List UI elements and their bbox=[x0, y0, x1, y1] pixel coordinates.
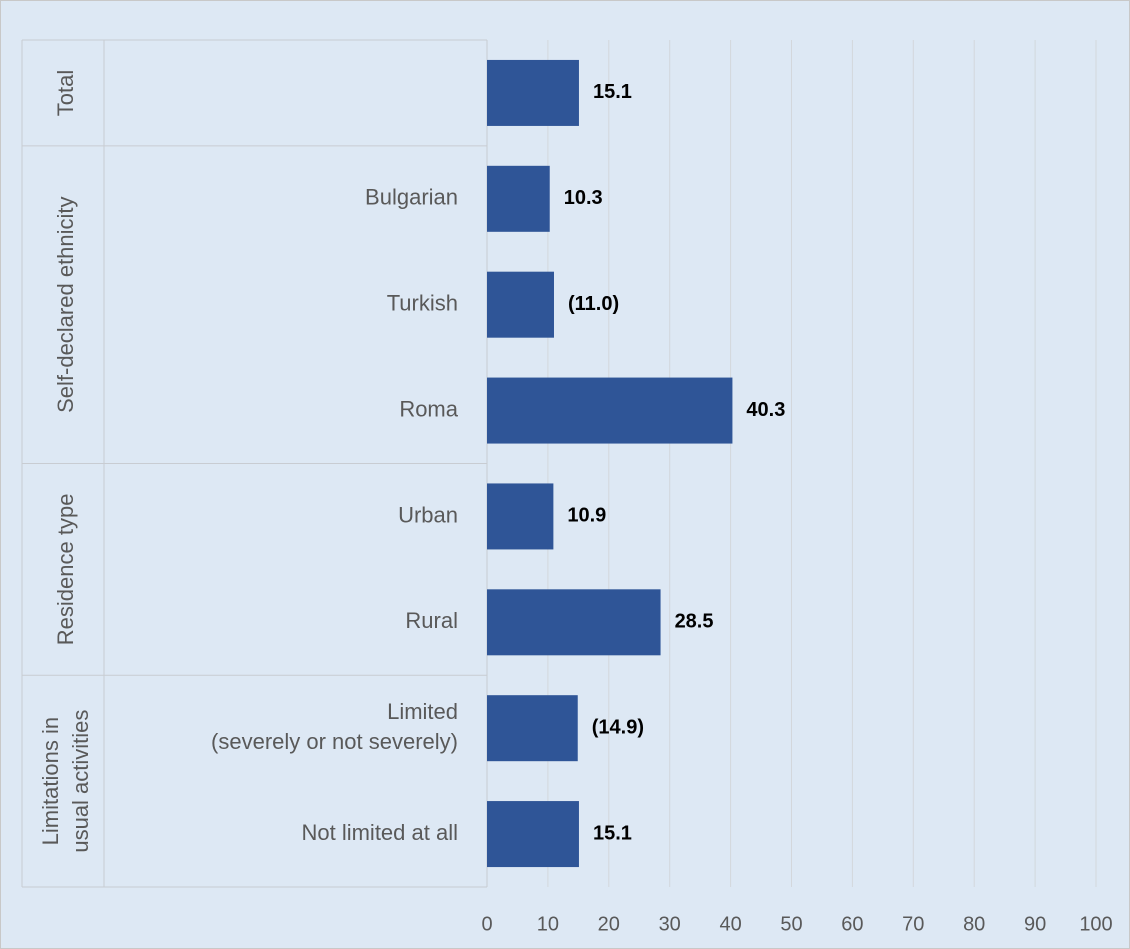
x-tick-label: 40 bbox=[719, 913, 741, 935]
x-tick-label: 20 bbox=[598, 913, 620, 935]
x-tick-label: 70 bbox=[902, 913, 924, 935]
category-label: Limited (severely or not severely) bbox=[211, 699, 458, 754]
bar bbox=[487, 377, 733, 444]
x-tick-label: 80 bbox=[963, 913, 985, 935]
x-tick-label: 50 bbox=[780, 913, 802, 935]
group-label: Residence type bbox=[53, 494, 78, 646]
x-tick-label: 60 bbox=[841, 913, 863, 935]
category-label: Not limited at all bbox=[301, 820, 458, 845]
bar bbox=[487, 165, 550, 232]
bar bbox=[487, 271, 554, 338]
bar bbox=[487, 589, 661, 656]
value-label: (11.0) bbox=[568, 293, 619, 315]
x-tick-label: 30 bbox=[659, 913, 681, 935]
x-tick-label: 90 bbox=[1024, 913, 1046, 935]
category-label: Roma bbox=[399, 396, 458, 421]
value-label: 15.1 bbox=[593, 81, 632, 103]
value-label: 40.3 bbox=[746, 399, 785, 421]
value-label: (14.9) bbox=[592, 716, 644, 738]
category-label: Rural bbox=[405, 608, 458, 633]
group-label: Limitations in usual activities bbox=[38, 710, 93, 853]
bar bbox=[487, 695, 578, 762]
x-tick-label: 0 bbox=[481, 913, 492, 935]
category-label: Bulgarian bbox=[365, 185, 458, 210]
bar bbox=[487, 59, 579, 126]
x-tick-label: 100 bbox=[1079, 913, 1112, 935]
bar bbox=[487, 483, 554, 550]
group-label: Self-declared ethnicity bbox=[53, 196, 78, 412]
bar bbox=[487, 801, 579, 868]
category-label: Turkish bbox=[387, 291, 458, 316]
value-label: 10.9 bbox=[567, 505, 606, 527]
x-tick-label: 10 bbox=[537, 913, 559, 935]
category-label: Urban bbox=[398, 502, 458, 527]
value-label: 15.1 bbox=[593, 822, 632, 844]
group-label: Total bbox=[53, 70, 78, 116]
value-label: 28.5 bbox=[675, 611, 714, 633]
value-label: 10.3 bbox=[564, 187, 603, 209]
